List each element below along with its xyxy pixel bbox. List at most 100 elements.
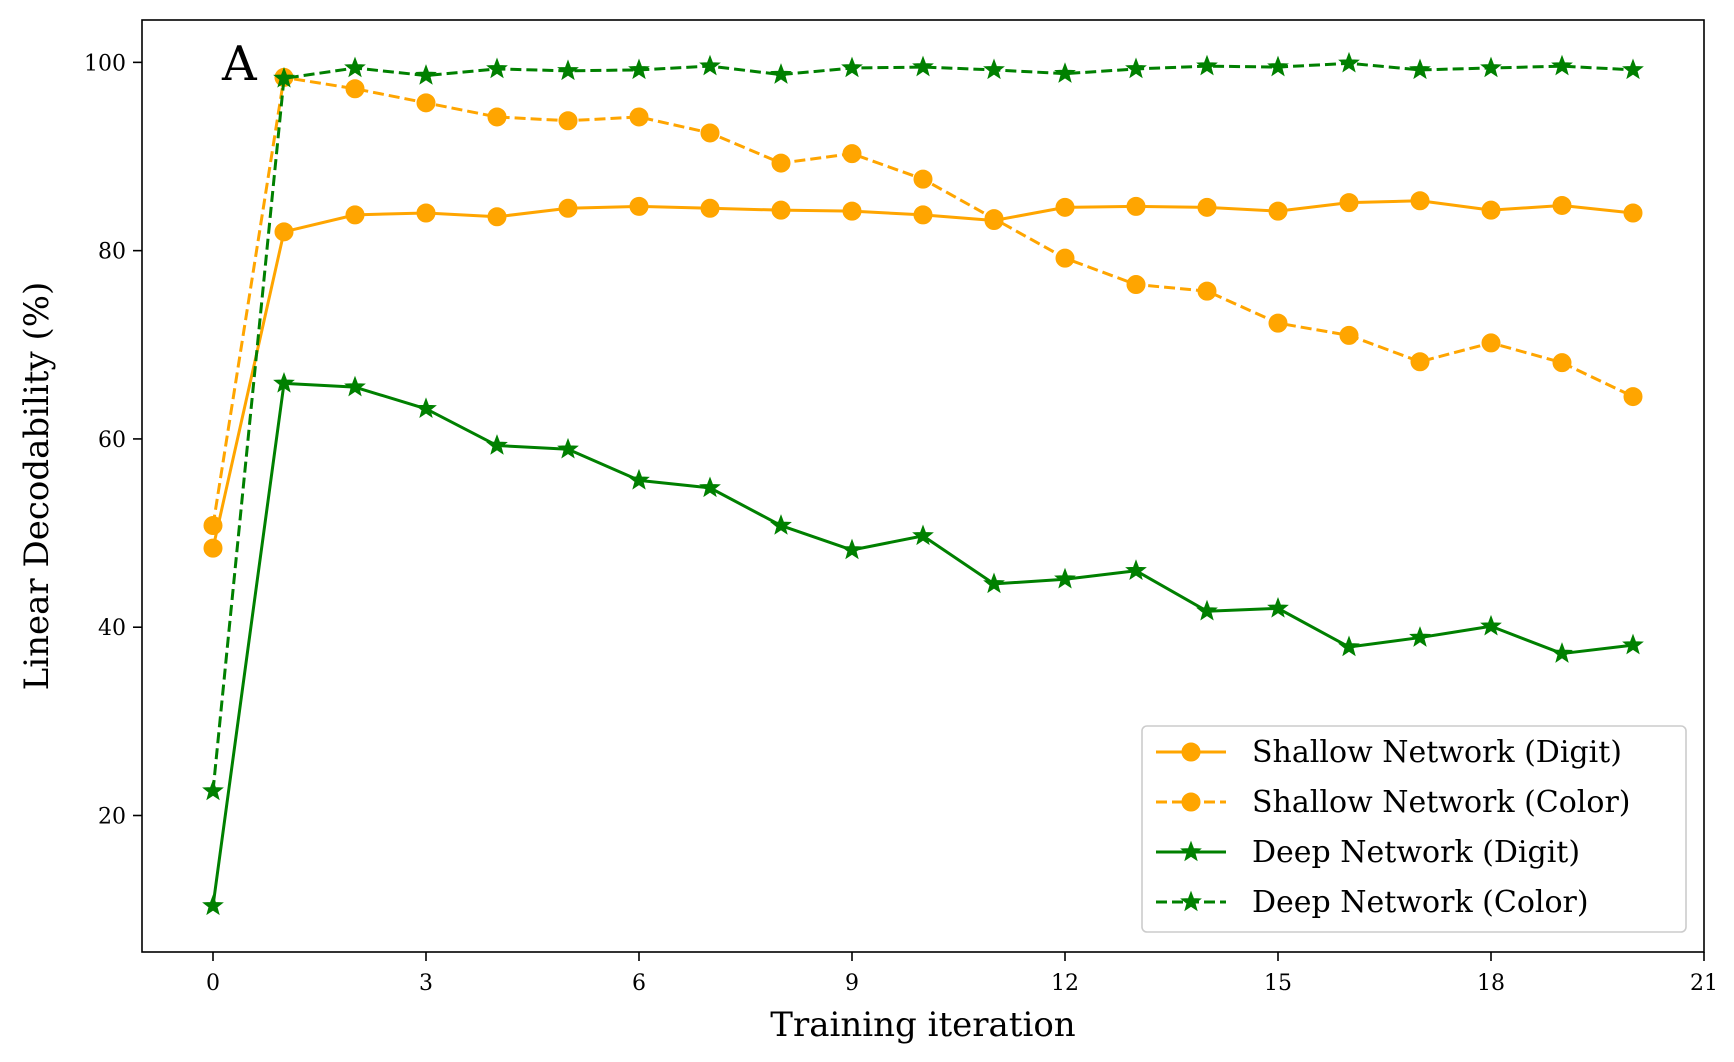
data-point — [1267, 55, 1289, 77]
data-point — [1480, 56, 1502, 78]
data-point — [558, 198, 578, 218]
y-tick-label: 80 — [98, 240, 126, 265]
data-point — [415, 397, 437, 419]
legend: Shallow Network (Digit) Shallow Network (… — [1141, 725, 1687, 933]
data-point — [699, 476, 721, 498]
data-point — [1552, 195, 1572, 215]
data-point — [1339, 193, 1359, 213]
data-point — [1196, 599, 1218, 621]
series-0 — [203, 191, 1643, 558]
data-point — [629, 107, 649, 127]
data-point — [1338, 635, 1360, 657]
data-point — [1055, 248, 1075, 268]
data-point — [1268, 313, 1288, 333]
data-point — [1409, 626, 1431, 647]
data-point — [1197, 197, 1217, 217]
data-point — [274, 222, 294, 242]
x-axis-title: Training iteration — [770, 1005, 1075, 1045]
data-point — [1125, 57, 1147, 79]
data-point — [416, 93, 436, 113]
series-line — [211, 75, 1634, 526]
data-point — [700, 198, 720, 218]
legend-marker — [1180, 840, 1202, 862]
data-point — [1551, 54, 1573, 76]
data-point — [629, 196, 649, 216]
legend-label: Deep Network (Color) — [1252, 885, 1589, 920]
x-tick-label: 0 — [206, 971, 220, 996]
data-point — [487, 207, 507, 227]
data-point — [486, 434, 508, 455]
data-point — [1552, 353, 1572, 373]
data-point — [273, 371, 295, 393]
data-point — [202, 779, 224, 801]
data-point — [1054, 62, 1076, 83]
data-point — [700, 123, 720, 143]
y-tick-label: 100 — [84, 51, 126, 76]
data-point — [1197, 281, 1217, 301]
data-point — [1622, 58, 1644, 80]
x-tick-label: 9 — [845, 971, 859, 996]
series-layer — [202, 51, 1644, 916]
data-point — [699, 54, 721, 76]
data-point — [344, 375, 366, 397]
data-point — [842, 201, 862, 221]
plot-frame — [141, 19, 1705, 953]
data-point — [1622, 633, 1644, 655]
data-point — [1339, 325, 1359, 345]
data-point — [1410, 352, 1430, 372]
y-tick-label: 60 — [98, 428, 126, 453]
data-point — [1267, 596, 1289, 618]
data-point — [416, 203, 436, 223]
data-point — [1126, 196, 1146, 216]
data-point — [770, 514, 792, 535]
legend-marker — [1181, 792, 1201, 812]
data-point — [1551, 642, 1573, 663]
x-tick-label: 18 — [1477, 971, 1505, 996]
x-axis: 0 3 6 9 12 15 18 21 — [206, 952, 1718, 996]
data-point — [344, 56, 366, 78]
legend-marker — [1181, 742, 1201, 762]
data-point — [984, 209, 1004, 229]
data-point — [1126, 275, 1146, 295]
data-point — [628, 468, 650, 490]
data-point — [841, 538, 863, 560]
data-point — [558, 111, 578, 131]
data-point — [1623, 387, 1643, 407]
panel-label: A — [221, 36, 258, 92]
legend-frame — [1141, 725, 1687, 933]
legend-label: Shallow Network (Color) — [1252, 785, 1631, 820]
data-point — [983, 572, 1005, 594]
data-point — [1125, 559, 1147, 580]
y-tick-label: 20 — [98, 804, 126, 829]
data-point — [557, 59, 579, 81]
data-point — [486, 57, 508, 79]
plot-area — [141, 19, 1705, 953]
data-point — [1338, 51, 1360, 73]
data-point — [1268, 201, 1288, 221]
series-1 — [203, 67, 1643, 536]
data-point — [345, 79, 365, 99]
series-3 — [202, 51, 1644, 801]
data-point — [1623, 203, 1643, 223]
data-point — [770, 63, 792, 84]
legend-label: Shallow Network (Digit) — [1252, 735, 1622, 770]
x-tick-label: 15 — [1264, 971, 1292, 996]
data-point — [202, 894, 224, 916]
x-tick-label: 12 — [1051, 971, 1079, 996]
data-point — [983, 58, 1005, 80]
data-point — [1409, 58, 1431, 80]
legend-marker — [1180, 890, 1202, 912]
x-tick-label: 3 — [419, 971, 433, 996]
data-point — [1054, 567, 1076, 589]
data-point — [771, 153, 791, 173]
y-axis-title: Linear Decodability (%) — [17, 282, 57, 691]
x-tick-label: 21 — [1690, 971, 1718, 996]
data-point — [415, 64, 437, 85]
series-line — [211, 61, 1634, 792]
data-point — [842, 144, 862, 164]
data-point — [1480, 614, 1502, 636]
data-point — [273, 66, 295, 88]
data-point — [913, 205, 933, 225]
